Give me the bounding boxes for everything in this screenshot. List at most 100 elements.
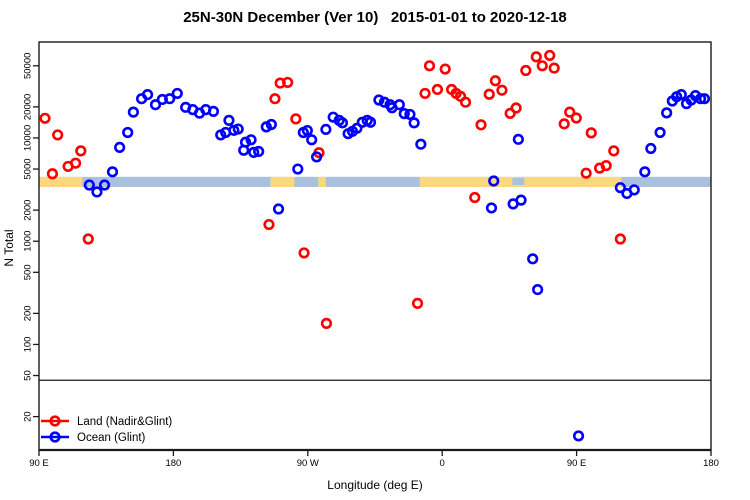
- ocean-point: [272, 203, 285, 215]
- land-point: [320, 317, 333, 329]
- ocean-point: [512, 133, 524, 145]
- land-point: [520, 64, 532, 77]
- x-tick-label: 180: [703, 458, 719, 469]
- land-point: [423, 60, 436, 72]
- land-point: [290, 113, 302, 125]
- ocean-point: [336, 117, 349, 129]
- land-point: [585, 127, 597, 139]
- land-point: [439, 63, 451, 75]
- ocean-point: [572, 430, 585, 442]
- legend-item-label: Land (Nadir&Glint): [77, 416, 172, 428]
- ocean-point: [485, 202, 498, 214]
- legend-item-label: Ocean (Glint): [77, 432, 146, 444]
- land-point: [600, 159, 612, 172]
- ocean-point: [232, 123, 244, 135]
- x-tick-label: 90 W: [297, 458, 319, 469]
- ocean-point: [404, 108, 416, 121]
- map-band-land-segment: [318, 176, 326, 187]
- y-tick-label: 100: [22, 337, 33, 353]
- land-point: [530, 51, 542, 63]
- land-point: [536, 60, 548, 72]
- ocean-point: [675, 89, 687, 101]
- ocean-point: [654, 126, 666, 139]
- ocean-point: [114, 141, 126, 154]
- ocean-point: [245, 134, 257, 146]
- y-tick-label: 2000: [22, 200, 33, 221]
- x-tick-label: 90 E: [29, 458, 49, 469]
- legend-symbol-marker: [49, 431, 61, 443]
- map-band-land-segment: [270, 176, 295, 187]
- land-point: [69, 157, 82, 169]
- ocean-point: [415, 138, 427, 150]
- y-tick-label: 20: [22, 411, 33, 422]
- ocean-point: [614, 182, 626, 194]
- ocean-point: [253, 145, 265, 158]
- y-tick-label: 50000: [22, 53, 33, 79]
- y-tick-label: 20000: [22, 94, 33, 120]
- x-axis-label: Longitude (deg E): [327, 478, 423, 492]
- ocean-point: [398, 108, 410, 120]
- land-point: [75, 145, 87, 157]
- ocean-point: [408, 117, 420, 129]
- x-tick-label: 0: [440, 458, 445, 469]
- ocean-point: [628, 184, 640, 196]
- ocean-point: [320, 123, 332, 136]
- y-tick-label: 50: [22, 370, 33, 381]
- ocean-point: [351, 122, 363, 134]
- ocean-point: [515, 194, 527, 206]
- ocean-point: [239, 136, 252, 148]
- ocean-point: [639, 166, 651, 178]
- land-point: [269, 93, 281, 105]
- land-point: [544, 49, 556, 62]
- y-tick-label: 10000: [22, 125, 33, 151]
- land-point: [483, 88, 495, 100]
- y-tick-label: 1000: [22, 231, 33, 252]
- ocean-point: [393, 99, 405, 111]
- land-point: [608, 145, 620, 157]
- ocean-point: [127, 106, 139, 118]
- land-point: [52, 129, 64, 141]
- ocean-point: [141, 89, 154, 101]
- land-point: [489, 75, 501, 87]
- ocean-point: [527, 253, 539, 265]
- land-point: [558, 118, 570, 130]
- y-tick-label: 500: [22, 264, 33, 280]
- land-point: [411, 297, 424, 309]
- ocean-point: [301, 124, 313, 137]
- land-point: [298, 247, 310, 259]
- land-point: [419, 87, 431, 100]
- ocean-point: [265, 118, 277, 131]
- land-point: [570, 112, 582, 124]
- ocean-point: [83, 179, 95, 191]
- ocean-point: [645, 142, 657, 155]
- land-point: [496, 84, 508, 96]
- ocean-point: [91, 186, 103, 198]
- ocean-point: [292, 163, 304, 175]
- x-tick-label: 90 E: [567, 458, 587, 469]
- ocean-point: [106, 166, 119, 178]
- land-point: [510, 102, 522, 114]
- ocean-point: [532, 283, 544, 296]
- map-band-ocean: [39, 176, 711, 187]
- ocean-point: [98, 179, 111, 191]
- land-point: [504, 107, 516, 119]
- land-point: [580, 167, 592, 179]
- ocean-point: [207, 105, 220, 117]
- land-point: [564, 106, 576, 118]
- ocean-point: [149, 99, 162, 111]
- ocean-point: [311, 151, 323, 163]
- map-band-ocean-inset: [512, 177, 525, 185]
- ocean-point: [661, 107, 673, 119]
- ocean-point: [364, 116, 377, 128]
- y-tick-label: 5000: [22, 158, 33, 179]
- x-tick-label: 180: [165, 458, 181, 469]
- land-point: [475, 119, 487, 131]
- ocean-point: [698, 93, 711, 105]
- land-point: [459, 96, 472, 108]
- land-point: [39, 112, 51, 124]
- ocean-point: [488, 175, 500, 187]
- map-band-land-segment: [39, 176, 83, 187]
- chart-title: 25N-30N December (Ver 10) 2015-01-01 to …: [183, 9, 567, 26]
